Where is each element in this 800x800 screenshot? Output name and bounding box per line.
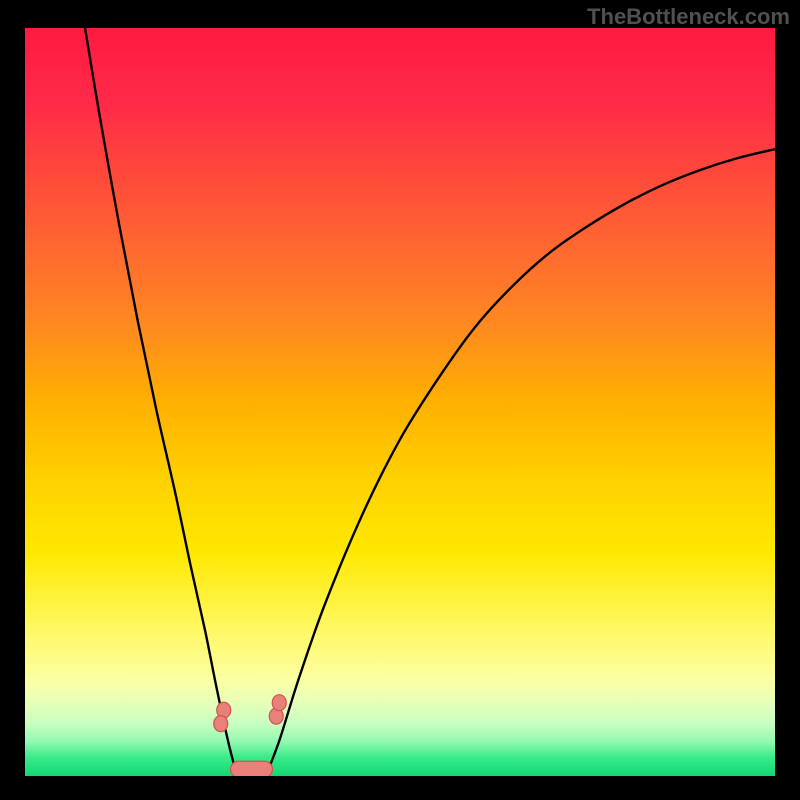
marker-left-1 — [214, 716, 228, 732]
watermark-text: TheBottleneck.com — [587, 4, 790, 30]
chart-svg — [25, 28, 775, 776]
chart-frame: TheBottleneck.com — [0, 0, 800, 800]
marker-bottom — [231, 761, 273, 776]
plot-area — [25, 28, 775, 776]
marker-right-1 — [272, 695, 286, 711]
gradient-background — [25, 28, 775, 776]
